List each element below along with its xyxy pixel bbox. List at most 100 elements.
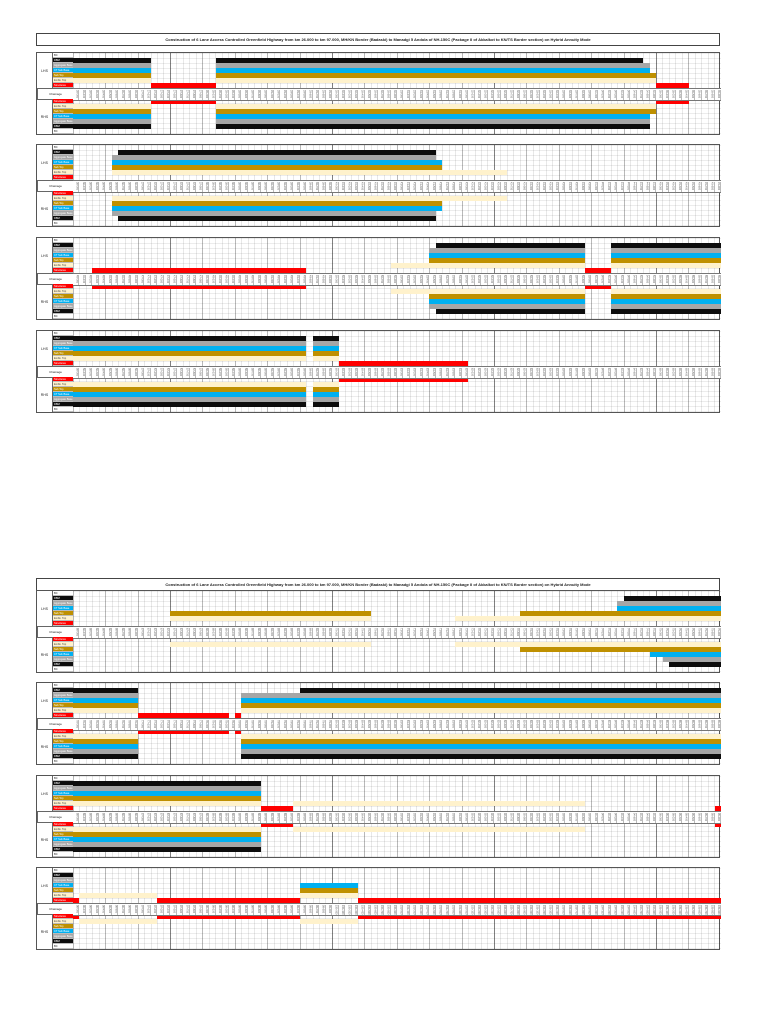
row-label-lhs-embk: Embk. Top	[53, 78, 73, 83]
chainage-tick-label: 95+400	[682, 812, 689, 823]
row-label-lhs-subtop: Sub Top	[53, 888, 73, 893]
chainage-tick-label: 60+100	[339, 367, 346, 378]
row-label-lhs-agg: Aggregate Base	[53, 693, 73, 698]
chainage-tick-label: 58+000	[203, 367, 210, 378]
chainage-tick-label: 98+900	[261, 904, 268, 915]
bar-rhs-ctsb	[111, 206, 443, 211]
chainage-tick-label: 41+000	[397, 181, 404, 192]
chainage-tick-label: 72+800	[514, 627, 521, 638]
chainage-tick-label: 60+400	[358, 367, 365, 378]
chainage-tick-label: 59+400	[293, 367, 300, 378]
bar-lhs-subtop	[73, 351, 307, 356]
chainage-tick-label: 94+700	[637, 812, 644, 823]
chainage-tick-label: 85+800	[708, 719, 715, 730]
chainage-tick-label: 51+200	[410, 274, 417, 285]
chainage-tick-label: 41+600	[436, 181, 443, 192]
chainage-tick-label: 84+500	[624, 719, 631, 730]
bar-lhs-agg	[617, 601, 721, 606]
chainage-tick-label: 51+000	[397, 274, 404, 285]
chainage-tick-label: 31+300	[416, 89, 423, 100]
row-label-rhs-dbm: DBM	[53, 662, 73, 667]
bar-lhs-ctsb	[73, 791, 261, 796]
bar-rhs-ctsb	[73, 392, 307, 397]
bar-rhs-agg	[241, 749, 721, 754]
chainage-tick-label: 78+900	[261, 719, 268, 730]
row-label-rhs-ctsb: CT Sub Base	[53, 206, 73, 211]
chainage-tick-label: 29+300	[287, 89, 294, 100]
chainage-tick-label: 72+300	[481, 627, 488, 638]
chainage-tick-label: 89+000	[267, 812, 274, 823]
chainage-tick-label: 27+900	[196, 89, 203, 100]
bar-lhs-embk	[610, 263, 721, 268]
chainage-tick-label: 35+100	[663, 89, 670, 100]
schedule-block: LHS RHS Chainage BC DBM Aggregate Base CT Sub …	[36, 144, 721, 227]
chainage-tick-label: 75+200	[669, 627, 676, 638]
chainage-tick-label: 98+800	[254, 904, 261, 915]
chainage-tick-label: 55+700	[702, 274, 709, 285]
chainage-tick-label: 57+800	[190, 367, 197, 378]
chainage-tick-label: 63+500	[559, 367, 566, 378]
chainage-tick-label: 94+800	[643, 812, 650, 823]
chainage-tick-label: 46+600	[112, 274, 119, 285]
bar-rhs-subtop	[73, 387, 307, 392]
chainage-tick-label: 63+200	[540, 367, 547, 378]
chainage-tick-label: 95+800	[708, 812, 715, 823]
chainage-tick-label: 86+800	[125, 812, 132, 823]
chainage-tick-label: 35+600	[695, 89, 702, 100]
chainage-tick-label: 93+400	[553, 812, 559, 823]
chainage-tick-label: 59+800	[319, 367, 326, 378]
chainage-tick-label: 83+700	[572, 719, 579, 730]
row-label-lhs-bc: BC	[53, 591, 73, 596]
bar-rhs-ctsb	[241, 744, 721, 749]
row-label-lhs-ctsb: CT Sub Base	[53, 160, 73, 165]
bar-lhs-embk	[455, 616, 721, 621]
bar-rhs-dbm	[312, 402, 339, 407]
chainage-tick-label: 76+300	[92, 719, 99, 730]
chainage-tick-label: 29+500	[300, 89, 307, 100]
chainage-tick-label: 80+700	[378, 719, 385, 730]
chainage-tick-label: 66+800	[125, 627, 132, 638]
chainage-tick-label: 69+100	[274, 627, 281, 638]
chainage-tick-label: 31+500	[429, 89, 436, 100]
chainage-tick-label: 85+000	[656, 719, 663, 730]
chainage-tick-label: 100+700	[378, 904, 385, 915]
chainage-tick-label: 100+400	[358, 904, 365, 915]
chainage-tick-label: 104+800	[643, 904, 650, 915]
chainage-tick-label: 88+000	[203, 812, 210, 823]
bar-lhs-subtop	[73, 703, 138, 708]
chainage-tick-label: 68+900	[261, 627, 268, 638]
rhs-label: RHS	[37, 914, 53, 949]
chainage-tick-label: 51+100	[403, 274, 410, 285]
chainage-tick-label: 47+800	[190, 274, 197, 285]
chainage-tick-label: 44+900	[650, 181, 657, 192]
chainage-tick-label: 96+800	[125, 904, 132, 915]
chainage-tick-label: 62+800	[514, 367, 521, 378]
chainage-tick-label: 26+700	[118, 89, 125, 100]
chainage-tick-label: 70+500	[365, 627, 372, 638]
chainage-tick-label: 44+200	[604, 181, 611, 192]
row-label-lhs-agg: Aggregate Base	[53, 155, 73, 160]
chainage-tick-label: 81+900	[455, 719, 462, 730]
chainage-tick-label: 39+000	[267, 181, 274, 192]
chainage-tick-label: 39+700	[313, 181, 320, 192]
chainage-tick-label: 65+100	[663, 367, 670, 378]
chainage-tick-label: 31+400	[423, 89, 430, 100]
chainage-tick-label: 93+600	[565, 812, 572, 823]
bar-rhs-struct	[338, 377, 469, 382]
chainage-tick-label: 91+500	[429, 812, 436, 823]
chainage-tick-label: 93+800	[578, 812, 585, 823]
chainage-tick-label: 104+700	[637, 904, 644, 915]
chainage-tick-label: 61+500	[429, 367, 436, 378]
chainage-tick-label: 71+100	[403, 627, 410, 638]
chainage-tick-label: 92+000	[462, 812, 469, 823]
chainage-tick-label: 62+200	[475, 367, 482, 378]
chainage-tick-label: 31+700	[442, 89, 449, 100]
row-label-lhs-ctsb: CT Sub Base	[53, 346, 73, 351]
chainage-tick-label: 82+300	[481, 719, 488, 730]
chainage-tick-label: 93+200	[540, 812, 547, 823]
chainage-tick-label: 35+500	[689, 89, 696, 100]
chainage-tick-label: 66+300	[92, 627, 99, 638]
chainage-tick-label: 99+000	[267, 904, 274, 915]
bar-lhs-subtop	[170, 611, 372, 616]
chainage-tick-label: 65+300	[676, 367, 683, 378]
